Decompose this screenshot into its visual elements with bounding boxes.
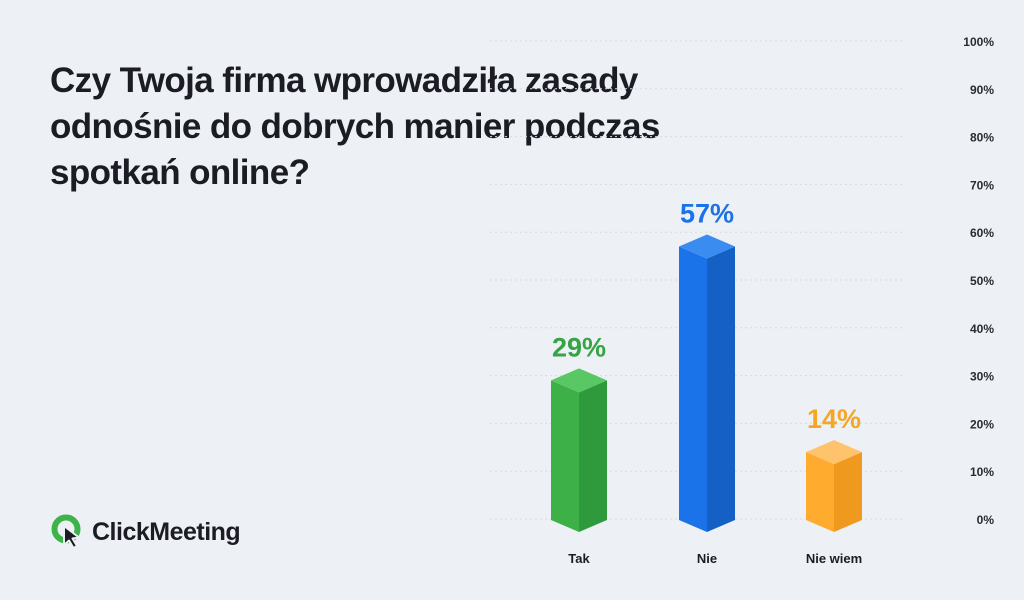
brand-logo[interactable]: ClickMeeting xyxy=(50,512,241,552)
y-tick-label: 0% xyxy=(977,513,995,527)
bar-side xyxy=(834,452,862,532)
bar-value-label: 29% xyxy=(552,332,606,362)
bar-top xyxy=(679,234,735,259)
bar-side xyxy=(579,380,607,532)
y-tick-label: 60% xyxy=(970,226,994,240)
y-tick-label: 70% xyxy=(970,178,994,192)
y-tick-label: 80% xyxy=(970,131,994,145)
clickmeeting-logo-icon xyxy=(51,514,81,549)
bar-top xyxy=(551,368,607,393)
y-tick-label: 30% xyxy=(970,370,994,384)
y-tick-label: 10% xyxy=(970,465,994,479)
brand-name: ClickMeeting xyxy=(92,517,241,546)
y-tick-label: 50% xyxy=(970,274,994,288)
x-category-label: Nie wiem xyxy=(806,551,862,566)
bar-front xyxy=(806,452,834,532)
bar-side xyxy=(707,246,735,533)
y-tick-label: 100% xyxy=(963,35,994,49)
bar-front xyxy=(551,380,579,532)
bar-value-label: 14% xyxy=(807,404,861,434)
y-tick-label: 20% xyxy=(970,417,994,431)
y-tick-label: 40% xyxy=(970,322,994,336)
bar-top xyxy=(806,440,862,465)
x-category-label: Tak xyxy=(568,551,590,566)
y-tick-label: 90% xyxy=(970,83,994,97)
bar-front xyxy=(679,246,707,533)
chart-title: Czy Twoja firma wprowadziła zasady odnoś… xyxy=(50,61,660,192)
bar-value-label: 57% xyxy=(680,199,734,229)
x-category-label: Nie xyxy=(697,551,717,566)
